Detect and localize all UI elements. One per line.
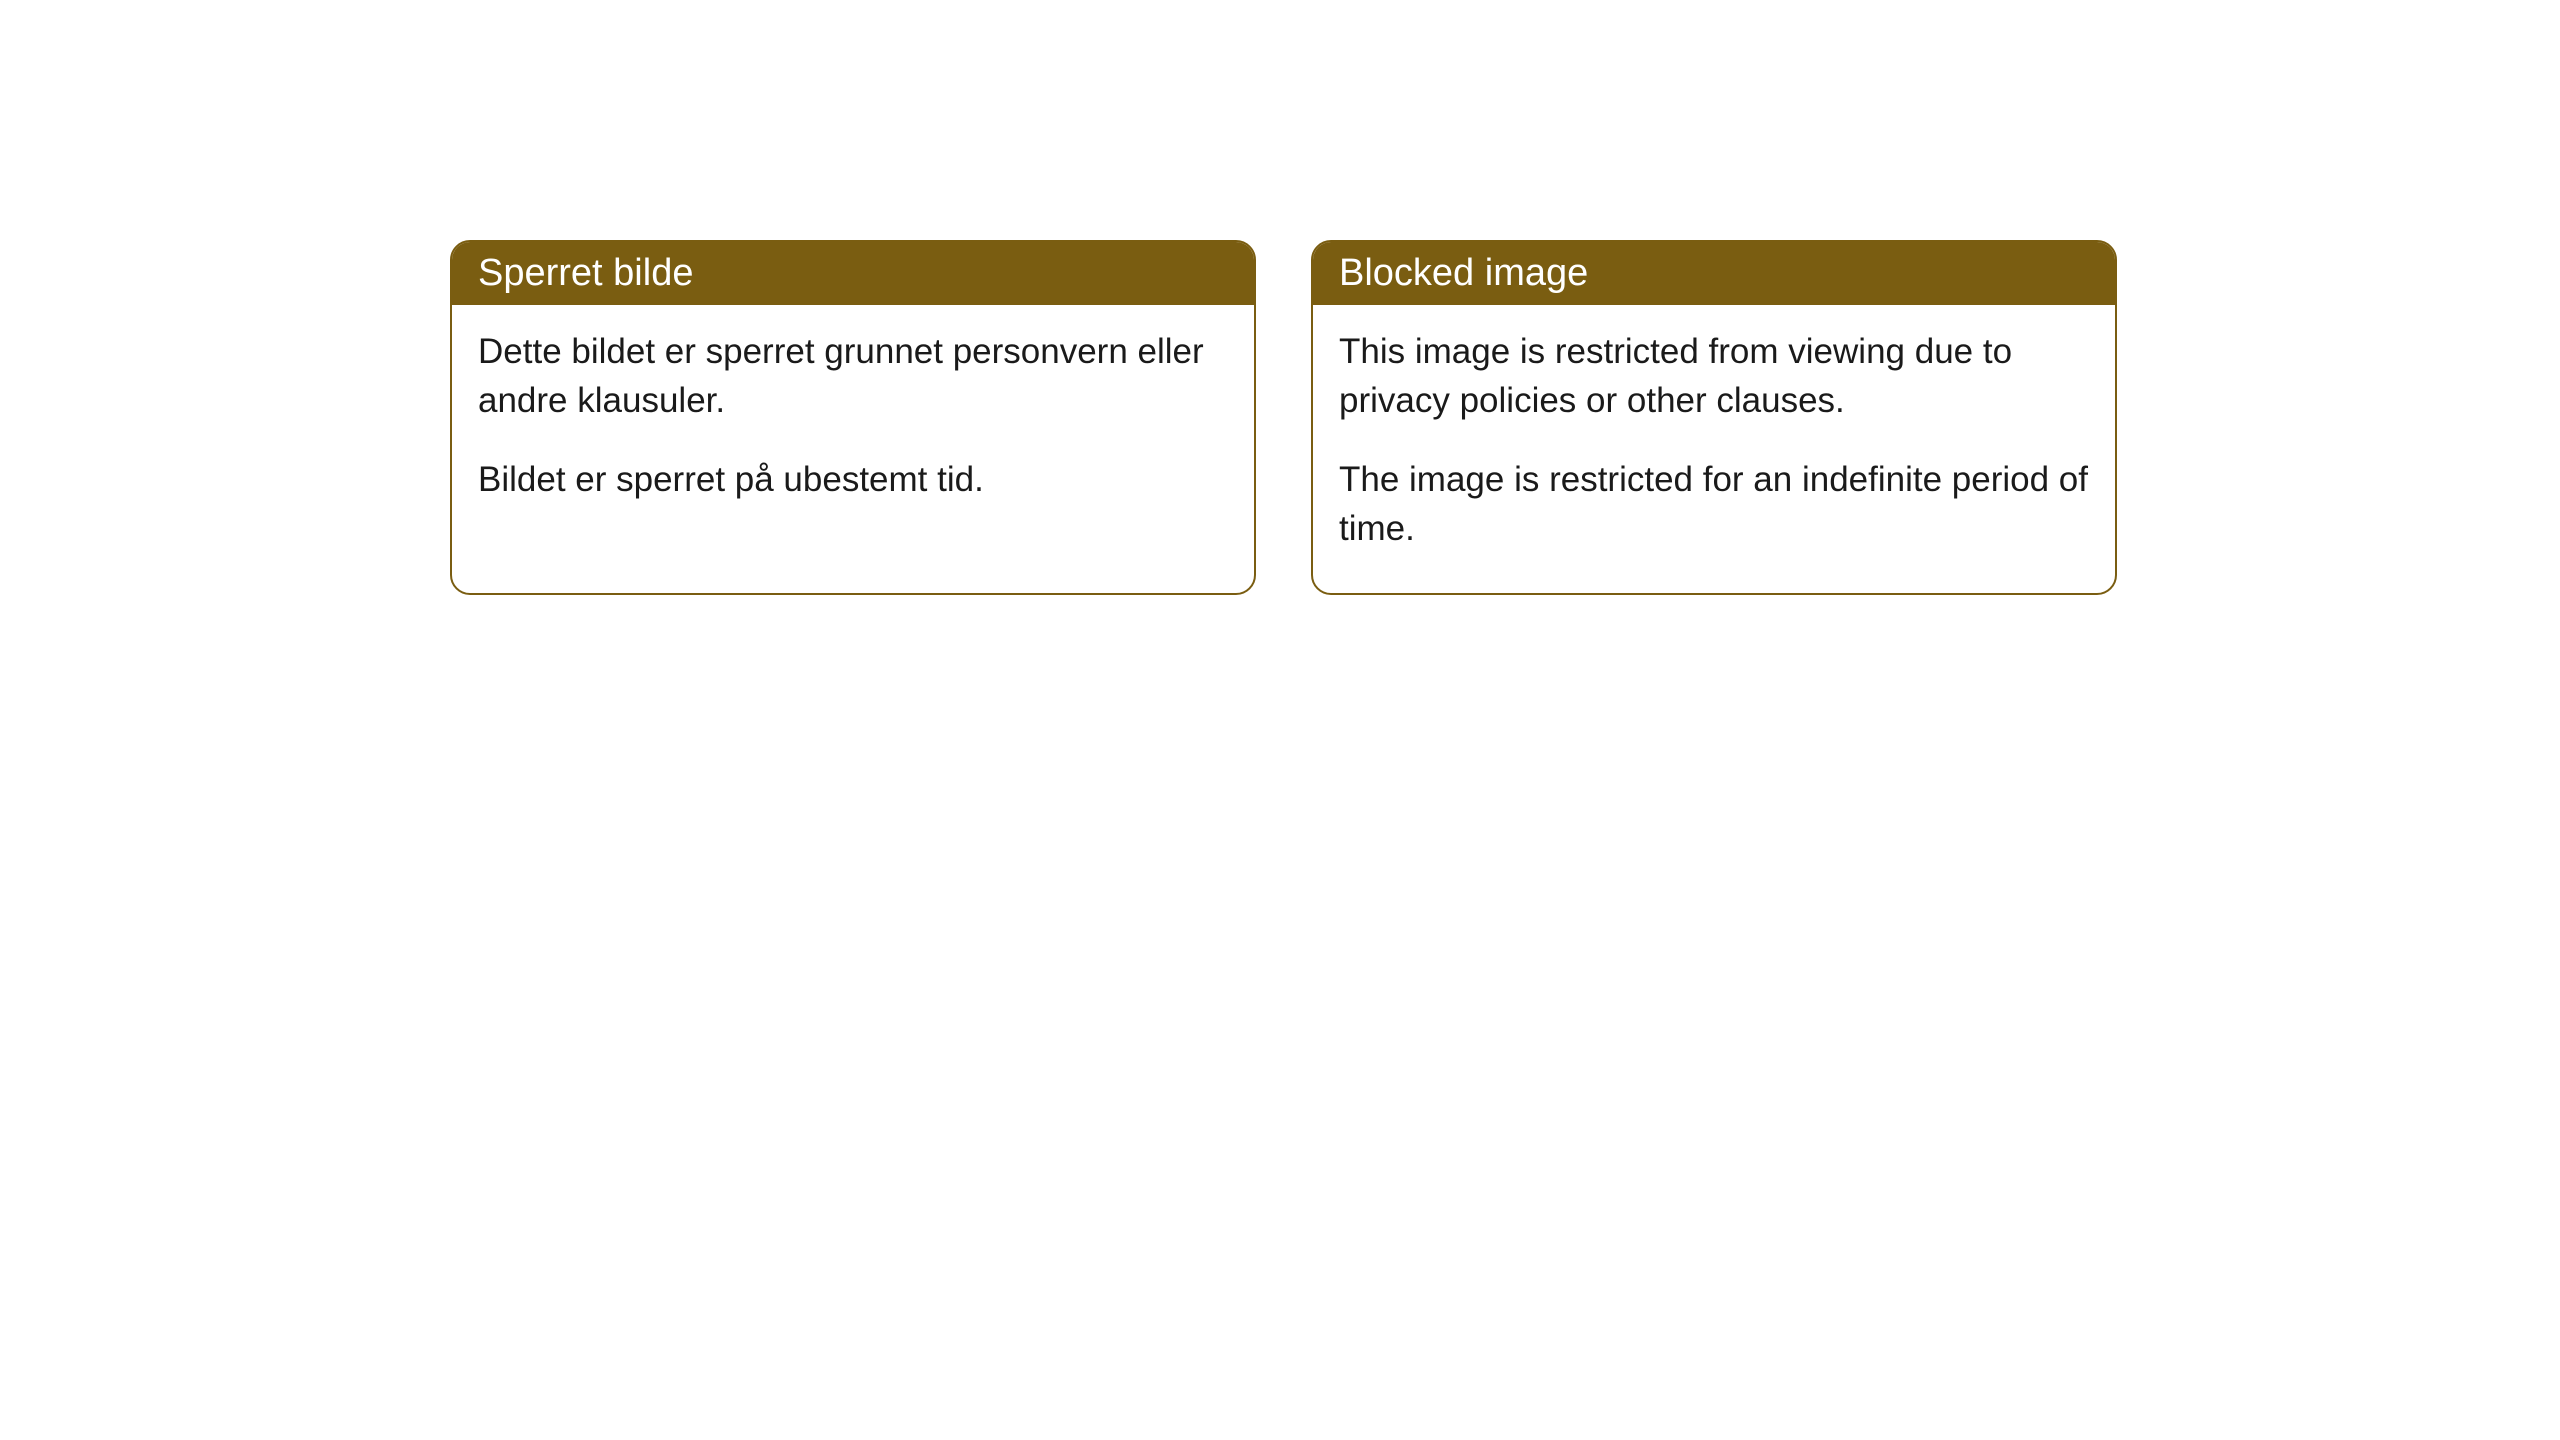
card-title: Blocked image [1339, 252, 1588, 294]
notice-card-norwegian: Sperret bilde Dette bildet er sperret gr… [450, 240, 1256, 595]
card-title: Sperret bilde [478, 252, 693, 294]
card-header: Sperret bilde [452, 242, 1254, 305]
notice-card-english: Blocked image This image is restricted f… [1311, 240, 2117, 595]
card-paragraph: This image is restricted from viewing du… [1339, 327, 2089, 425]
card-header: Blocked image [1313, 242, 2115, 305]
card-paragraph: The image is restricted for an indefinit… [1339, 455, 2089, 553]
notice-container: Sperret bilde Dette bildet er sperret gr… [0, 0, 2560, 595]
card-paragraph: Bildet er sperret på ubestemt tid. [478, 455, 1228, 504]
card-body: This image is restricted from viewing du… [1313, 305, 2115, 593]
card-paragraph: Dette bildet er sperret grunnet personve… [478, 327, 1228, 425]
card-body: Dette bildet er sperret grunnet personve… [452, 305, 1254, 544]
